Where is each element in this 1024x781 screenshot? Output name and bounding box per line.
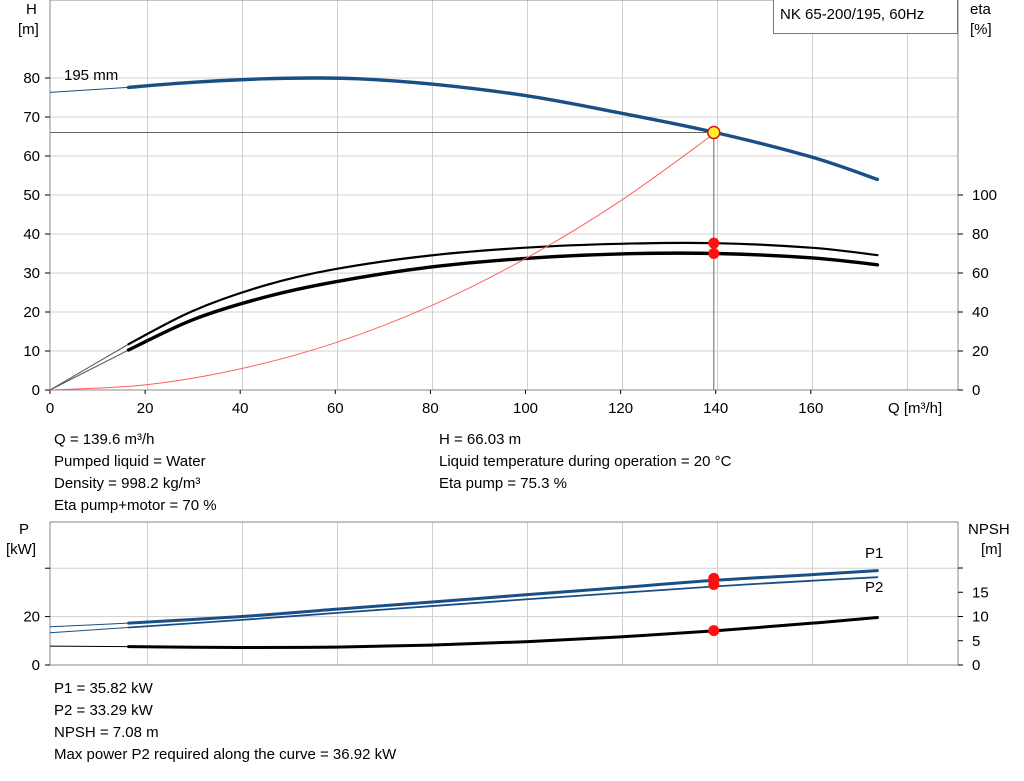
x-axis-label: Q [m³/h]: [888, 400, 942, 417]
y-axis-label-right: NPSH: [968, 521, 1010, 538]
y-tick-label-right: 5: [972, 633, 980, 650]
p1-curve-extension: [49, 622, 129, 628]
curve-title: NK 65-200/195, 60Hz: [780, 6, 925, 23]
duty-point-head: [707, 125, 721, 140]
y-tick-label-left: 70: [23, 109, 40, 126]
y-axis-label-left: H: [26, 1, 37, 18]
y-tick-label-right: 15: [972, 584, 989, 601]
y-tick-label-left: 30: [23, 265, 40, 282]
efficiency-pump-motor-curve-extension: [49, 349, 129, 391]
duty-liquid: Pumped liquid = Water: [54, 453, 206, 470]
y-tick-label-left: 20: [23, 609, 40, 626]
x-tick-label: 160: [798, 400, 823, 417]
x-tick-label: 120: [608, 400, 633, 417]
duty-eta-pump: Eta pump = 75.3 %: [439, 475, 567, 492]
y-axis-label-left: P: [19, 521, 29, 538]
duty-q: Q = 139.6 m³/h: [54, 431, 155, 448]
y-tick-label-right: 60: [972, 265, 989, 282]
y-tick-label-right: 10: [972, 609, 989, 626]
npsh-curve-extension: [49, 645, 129, 648]
y-tick-label-right: 80: [972, 226, 989, 243]
y-axis-label-right: eta: [970, 1, 992, 18]
plot-frame: [49, 521, 959, 666]
x-tick-label: 60: [327, 400, 344, 417]
head-curve: [126, 76, 880, 182]
y-tick-label-left: 10: [23, 343, 40, 360]
p1-series-label: P1: [865, 545, 883, 562]
p2-curve-extension: [49, 627, 129, 634]
y-axis-unit-left: [kW]: [6, 541, 36, 558]
efficiency-pump-curve: [127, 241, 879, 346]
y-tick-label-right: 40: [972, 304, 989, 321]
y-tick-label-right: 20: [972, 343, 989, 360]
duty-point-efficiency: [708, 237, 720, 249]
duty-point-efficiency: [708, 248, 720, 259]
y-tick-label-right: 0: [972, 382, 980, 399]
y-tick-label-right: 100: [972, 187, 997, 204]
p1-curve: [127, 569, 879, 625]
y-tick-label-left: 40: [23, 226, 40, 243]
power-npsh: NPSH = 7.08 m: [54, 724, 159, 741]
y-tick-label-right: 0: [972, 657, 980, 674]
power-npsh-plot: 0 20 0 5 10 15 P [kW] NPSH [m] P1 P2: [6, 521, 1010, 674]
duty-density: Density = 998.2 kg/m³: [54, 475, 201, 492]
duty-point: [708, 625, 720, 637]
impeller-diameter-label: 195 mm: [64, 67, 118, 84]
power-max-p2: Max power P2 required along the curve = …: [54, 746, 397, 763]
y-tick-label-left: 50: [23, 187, 40, 204]
y-tick-label-left: 80: [23, 70, 40, 87]
y-tick-label-left: 0: [32, 382, 40, 399]
head-efficiency-plot: 0 10 20 30 40 50 60 70 80 0 20 40 60 80 100 0 20 40 60 80 10…: [18, 0, 997, 417]
system-curve: [49, 132, 716, 391]
y-axis-unit-right: [%]: [970, 21, 992, 38]
duty-point: [708, 578, 720, 590]
x-tick-label: 140: [703, 400, 728, 417]
p2-series-label: P2: [865, 579, 883, 596]
curve-title-box: NK 65-200/195, 60Hz: [773, 0, 958, 34]
duty-eta-pump-motor: Eta pump+motor = 70 %: [54, 497, 217, 514]
y-tick-label-left: 20: [23, 304, 40, 321]
power-p2: P2 = 33.29 kW: [54, 702, 153, 719]
y-axis-unit-left: [m]: [18, 21, 39, 38]
power-p1: P1 = 35.82 kW: [54, 680, 153, 697]
p2-curve: [127, 576, 879, 629]
x-tick-label: 0: [46, 400, 54, 417]
x-tick-label: 20: [137, 400, 154, 417]
x-tick-label: 40: [232, 400, 249, 417]
y-tick-label-left: 60: [23, 148, 40, 165]
x-tick-label: 100: [513, 400, 538, 417]
npsh-curve: [127, 616, 879, 650]
x-tick-label: 80: [422, 400, 439, 417]
efficiency-pump-motor-curve: [126, 251, 880, 352]
y-tick-label-left: 0: [32, 657, 40, 674]
head-curve-extension: [49, 86, 129, 93]
y-axis-unit-right: [m]: [981, 541, 1002, 558]
duty-temperature: Liquid temperature during operation = 20…: [439, 453, 732, 470]
duty-h: H = 66.03 m: [439, 431, 522, 448]
